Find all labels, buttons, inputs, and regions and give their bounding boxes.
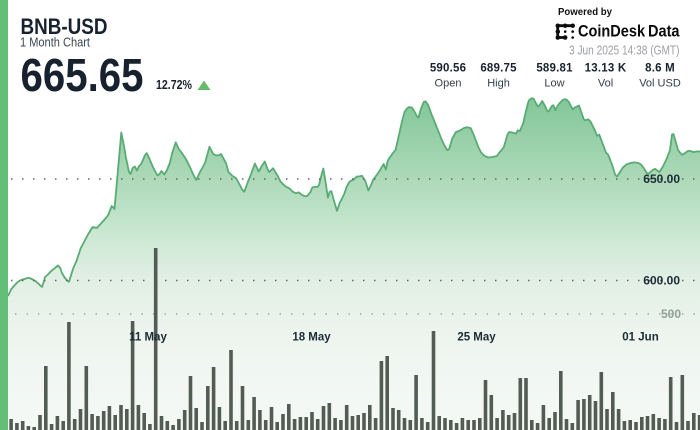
svg-text:650.00: 650.00 [643,172,680,186]
svg-text:500: 500 [661,307,681,321]
svg-text:Powered by: Powered by [558,7,612,18]
svg-text:18 May: 18 May [292,332,331,344]
svg-text:25 May: 25 May [457,332,496,344]
svg-text:Vol USD: Vol USD [639,78,681,90]
svg-text:590.56: 590.56 [430,63,466,75]
svg-text:11 May: 11 May [129,332,167,344]
svg-text:1 Month Chart: 1 Month Chart [20,35,90,50]
svg-text:High: High [487,78,510,90]
svg-text:8.6 M: 8.6 M [645,63,675,75]
svg-text:Low: Low [544,78,564,90]
svg-text:Vol: Vol [598,78,613,90]
svg-text:600.00: 600.00 [643,274,680,288]
svg-text:689.75: 689.75 [480,63,517,75]
svg-text:Open: Open [435,78,462,90]
svg-text:665.65: 665.65 [21,49,144,101]
svg-text:BNB-USD: BNB-USD [21,14,108,39]
svg-text:589.81: 589.81 [536,63,573,75]
svg-text:01 Jun: 01 Jun [622,332,658,344]
svg-text:CoinDesk Data: CoinDesk Data [578,23,680,41]
svg-text:12.72%: 12.72% [156,77,192,92]
svg-text:3 Jun 2025 14:38 (GMT): 3 Jun 2025 14:38 (GMT) [569,44,680,58]
svg-text:13.13 K: 13.13 K [585,63,627,75]
